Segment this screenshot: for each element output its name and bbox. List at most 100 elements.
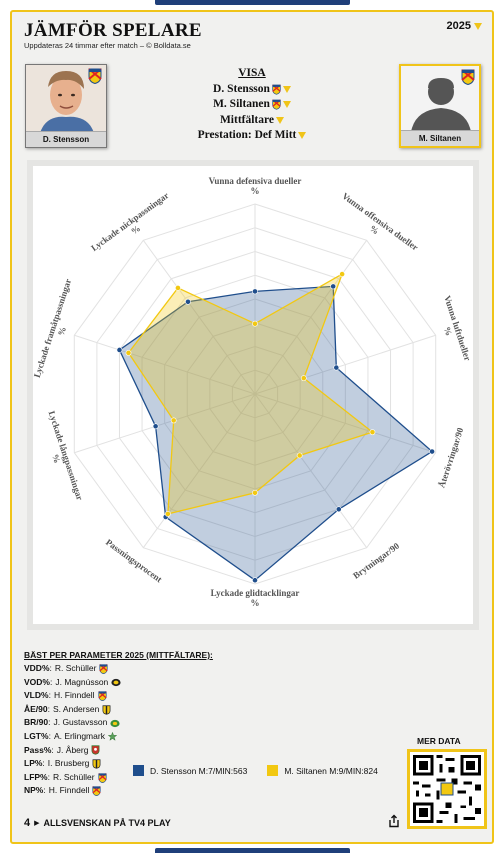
best-param-key: LGT% bbox=[24, 730, 49, 741]
best-list-item[interactable]: LFP%: R. Schüller bbox=[24, 771, 121, 785]
club-badge-icon bbox=[461, 69, 475, 85]
legend-swatch-player1 bbox=[133, 765, 144, 776]
player1-select-label: D. Stensson bbox=[213, 82, 270, 95]
player1-select[interactable]: D. Stensson bbox=[162, 82, 342, 98]
best-player-name: R. Schüller bbox=[53, 771, 95, 782]
year-select[interactable]: 2025 bbox=[447, 20, 482, 32]
data-point-series1 bbox=[185, 298, 191, 305]
player1-name: D. Stensson bbox=[26, 131, 106, 147]
best-player-name: J. Gustavsson bbox=[53, 717, 108, 728]
data-point-series2 bbox=[252, 320, 258, 327]
separator: : bbox=[48, 717, 51, 728]
club-badge-icon bbox=[111, 678, 121, 687]
best-player-name: H. Finndell bbox=[53, 690, 95, 701]
club-badge-icon bbox=[272, 99, 281, 110]
best-list-item[interactable]: VOD%: J. Magnússon bbox=[24, 676, 121, 690]
chevron-down-icon bbox=[298, 132, 307, 140]
radar-chart-container: Vunna defensiva dueller% Vunna offensiva … bbox=[27, 160, 479, 776]
best-param-key: NP% bbox=[24, 785, 44, 796]
separator: : bbox=[48, 730, 51, 741]
player2-card[interactable]: M. Siltanen bbox=[399, 64, 481, 148]
club-badge-icon bbox=[91, 745, 100, 756]
year-value: 2025 bbox=[446, 20, 471, 32]
data-point-series1 bbox=[333, 364, 340, 371]
axis-label: Lyckade nickpassningar% bbox=[89, 190, 176, 261]
best-param-key: VLD% bbox=[24, 690, 49, 701]
best-list-item[interactable]: VDD%: R. Schüller bbox=[24, 662, 121, 676]
grid-spoke bbox=[254, 393, 436, 454]
club-badge-icon bbox=[88, 68, 102, 84]
player2-select[interactable]: M. Siltanen bbox=[162, 97, 342, 113]
grid-spoke bbox=[254, 334, 436, 395]
grid-spoke bbox=[254, 393, 368, 549]
chevron-down-icon bbox=[474, 22, 482, 30]
axis-label: Lyckade glidtacklingar% bbox=[211, 588, 300, 608]
player2-select-label: M. Siltanen bbox=[213, 98, 270, 110]
best-list-item[interactable]: Pass%: J. Åberg bbox=[24, 744, 121, 758]
data-point-series2 bbox=[296, 452, 303, 459]
best-player-name: J. Magnússon bbox=[55, 676, 109, 687]
data-point-series1 bbox=[252, 288, 258, 295]
prestation-select[interactable]: Prestation: Def Mitt bbox=[162, 128, 342, 144]
share-icon bbox=[389, 814, 399, 828]
best-list-item[interactable]: LGT%: A. Erlingmark bbox=[24, 730, 121, 744]
grid-spoke bbox=[142, 393, 256, 549]
grid-spoke bbox=[74, 393, 256, 454]
prestation-select-label: Prestation: Def Mitt bbox=[197, 129, 297, 141]
best-list-item[interactable]: ÅE/90: S. Andersen bbox=[24, 703, 121, 717]
separator: : bbox=[47, 771, 50, 782]
best-list-item[interactable]: VLD%: H. Finndell bbox=[24, 689, 121, 703]
club-badge-icon bbox=[92, 759, 101, 769]
legend-swatch-player2 bbox=[267, 765, 279, 776]
separator: : bbox=[51, 744, 54, 755]
club-badge-icon bbox=[92, 786, 102, 797]
best-param-key: LFP% bbox=[24, 771, 48, 782]
player2-name: M. Siltanen bbox=[401, 130, 479, 146]
club-badge-icon bbox=[97, 772, 107, 783]
data-point-series2 bbox=[300, 375, 307, 382]
best-player-name: H. Finndell bbox=[48, 785, 90, 796]
best-list-item[interactable]: LP%: I. Brusberg bbox=[24, 757, 121, 771]
player1-card[interactable]: D. Stensson bbox=[25, 64, 107, 148]
chart-legend: D. Stensson M:7/MIN:563 M. Siltanen M:9/… bbox=[133, 765, 378, 776]
share-button[interactable] bbox=[387, 814, 401, 833]
axis-label: Vunna luftdueller% bbox=[433, 294, 473, 365]
data-point-series1 bbox=[335, 506, 342, 513]
best-player-name: R. Schüller bbox=[54, 663, 97, 673]
best-list-item[interactable]: NP%: H. Finndell bbox=[24, 784, 121, 798]
data-point-series2 bbox=[369, 429, 376, 436]
data-point-series2 bbox=[170, 417, 177, 424]
best-player-name: S. Andersen bbox=[53, 703, 100, 714]
tv4-promo-link[interactable]: 4 ▶ ALLSVENSKAN PÅ TV4 PLAY bbox=[24, 817, 171, 829]
top-accent-bar bbox=[155, 0, 350, 5]
best-player-name: A. Erlingmark bbox=[53, 730, 105, 741]
position-select[interactable]: Mittfältare bbox=[162, 113, 342, 129]
data-point-series1 bbox=[116, 347, 123, 353]
radar-chart: Vunna defensiva dueller% Vunna offensiva … bbox=[32, 176, 473, 608]
best-list-item[interactable]: BR/90: J. Gustavsson bbox=[24, 716, 121, 730]
position-select-label: Mittfältare bbox=[219, 113, 275, 126]
chevron-down-icon bbox=[282, 101, 291, 109]
club-badge-icon bbox=[110, 719, 120, 728]
best-param-key: Pass% bbox=[24, 744, 52, 755]
chevron-down-icon bbox=[276, 116, 285, 124]
qr-code-icon[interactable] bbox=[407, 749, 487, 829]
play-icon: ▶ bbox=[34, 820, 40, 827]
club-badge-icon bbox=[97, 691, 107, 701]
axis-label: Vunna offensiva dueller% bbox=[334, 191, 420, 261]
data-point-series1 bbox=[429, 448, 435, 455]
best-param-key: BR/90 bbox=[24, 717, 49, 728]
view-selector: VISA D. Stensson M. Siltanen Mittfältare bbox=[162, 66, 342, 144]
separator: : bbox=[43, 785, 46, 796]
best-param-key: LP% bbox=[24, 758, 43, 769]
best-param-key: VDD% bbox=[24, 663, 50, 673]
best-player-name: J. Åberg bbox=[56, 744, 89, 755]
legend-label-player2: M. Siltanen M:9/MIN:824 bbox=[284, 765, 378, 776]
tv4-promo-text: ALLSVENSKAN PÅ TV4 PLAY bbox=[43, 818, 171, 828]
best-param-key: VOD% bbox=[24, 676, 50, 687]
best-player-name: I. Brusberg bbox=[47, 758, 90, 769]
axis-label: Passningsprocent bbox=[104, 537, 164, 584]
data-point-series1 bbox=[252, 577, 258, 584]
club-badge-icon bbox=[102, 704, 111, 715]
legend-label-player1: D. Stensson M:7/MIN:563 bbox=[150, 765, 248, 776]
